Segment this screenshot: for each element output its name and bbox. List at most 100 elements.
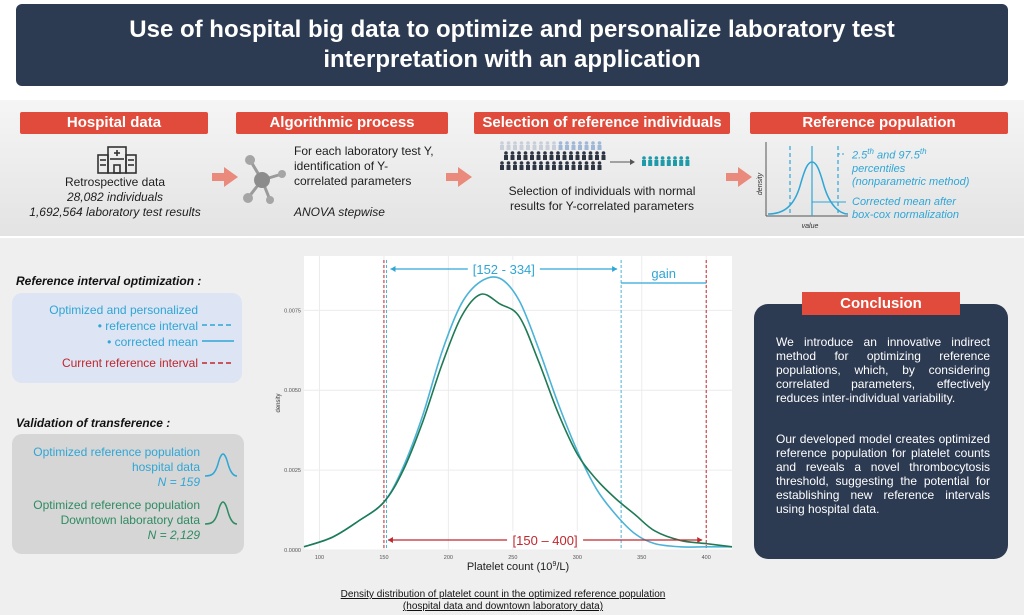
optimized-arrow-head-left xyxy=(390,266,396,272)
plot-area xyxy=(304,256,732,550)
selection-arrow-head xyxy=(630,159,635,165)
person-body xyxy=(588,155,593,160)
legend-corrected-mean: • corrected mean xyxy=(107,335,198,349)
person-body xyxy=(532,145,537,150)
person-figure xyxy=(571,141,576,145)
hospital-data-line3: 1,692,564 laboratory test results xyxy=(29,205,201,219)
validation-downtown-line2: Downtown laboratory data xyxy=(60,513,200,527)
optimization-legend xyxy=(12,293,242,383)
downtown-density-curve xyxy=(303,293,733,548)
person-body xyxy=(519,145,524,150)
person-figure xyxy=(532,161,537,165)
person-figure xyxy=(519,161,524,165)
person-figure xyxy=(526,141,530,145)
selection-line2: results for Y-correlated parameters xyxy=(509,199,695,213)
person-body xyxy=(591,145,595,150)
optimization-title: Reference interval optimization : xyxy=(16,274,202,288)
legend-reference-interval: • reference interval xyxy=(97,319,198,333)
person-body xyxy=(506,165,511,170)
x-tick-label: 300 xyxy=(573,555,582,561)
current-label-bg xyxy=(507,531,584,547)
person-figure xyxy=(584,141,589,145)
person-figure xyxy=(549,151,554,155)
optimized-label-bg xyxy=(467,260,540,276)
person-figure xyxy=(556,151,560,155)
legend-current-interval: Current reference interval xyxy=(61,356,198,370)
percentile-low: 2.5 xyxy=(852,149,868,162)
selected-person-figure xyxy=(679,156,683,160)
person-figure xyxy=(539,141,543,145)
validation-title: Validation of transference : xyxy=(16,416,171,430)
selected-person-body xyxy=(642,160,646,166)
person-figure xyxy=(575,151,580,155)
person-figure xyxy=(532,141,537,145)
person-body xyxy=(543,155,547,160)
selection-text: Selection of individuals with normal res… xyxy=(486,184,718,214)
validation-legend xyxy=(12,434,244,554)
chart-marks: [152 - 334] gain [150 – 400] xyxy=(303,260,733,550)
person-figure xyxy=(558,161,563,165)
person-body xyxy=(523,155,528,160)
density-chart: 100 150 200 250 300 350 400 0.0000 0.0025 0.0050 0… xyxy=(268,250,738,578)
corrected-mean-line1: Corrected mean after xyxy=(852,196,956,208)
selected-person-body xyxy=(666,160,671,166)
hospital-data-text: Retrospective data 28,082 individuals 1,… xyxy=(20,175,210,220)
validation-downtown-line1: Optimized reference population xyxy=(33,498,200,512)
validation-hospital-n: N = 159 xyxy=(157,475,200,489)
person-figure xyxy=(523,151,528,155)
person-figure xyxy=(588,151,593,155)
person-body xyxy=(513,145,517,150)
selection-line1: Selection of individuals with normal xyxy=(508,184,696,198)
gain-label: gain xyxy=(651,266,676,281)
selected-person-body xyxy=(673,160,677,166)
current-arrow-head-right xyxy=(697,537,703,543)
people-selection-icon xyxy=(500,141,690,170)
conclusion-panel xyxy=(754,304,1008,559)
flow-arrow-2 xyxy=(446,167,472,187)
person-body xyxy=(571,145,576,150)
x-tick-label: 350 xyxy=(637,555,646,561)
density-icon-ylabel: density xyxy=(757,172,764,195)
percentiles-line2: percentiles xyxy=(852,162,906,175)
selected-person-figure xyxy=(667,156,671,160)
y-tick-label: 0.0000 xyxy=(284,548,301,554)
conclusion-paragraph-2: Our developed model creates optimized re… xyxy=(776,432,990,516)
person-figure xyxy=(545,141,550,145)
selected-person-body xyxy=(679,160,684,166)
person-body xyxy=(519,165,524,170)
density-icon-xlabel: value xyxy=(802,223,819,230)
person-figure xyxy=(543,151,547,155)
person-body xyxy=(513,165,517,170)
y-tick-label: 0.0025 xyxy=(284,468,301,474)
selected-person-body xyxy=(648,160,653,166)
person-body xyxy=(562,155,567,160)
person-body xyxy=(601,155,606,160)
person-figure xyxy=(569,151,573,155)
validation-downtown: Optimized reference population Downtown … xyxy=(14,498,200,543)
person-figure xyxy=(504,151,508,155)
person-figure xyxy=(500,141,504,145)
density-curve-icon: density value xyxy=(757,142,849,230)
person-body xyxy=(569,155,573,160)
selected-person-figure xyxy=(660,156,665,160)
person-figure xyxy=(597,141,602,145)
hospital-icon xyxy=(97,146,137,174)
person-figure xyxy=(591,161,595,165)
person-figure xyxy=(545,161,550,165)
percentiles-line3: (nonparametric method) xyxy=(852,175,970,188)
chart-caption-line2: (hospital data and downtown laboratory d… xyxy=(402,601,604,612)
x-tick-label: 100 xyxy=(315,555,324,561)
y-tick-label: 0.0050 xyxy=(284,388,301,394)
page-title: Use of hospital big data to optimize and… xyxy=(129,16,895,73)
downtown-curve-icon xyxy=(204,501,238,525)
person-figure xyxy=(578,161,582,165)
flow-arrow-1 xyxy=(212,167,238,187)
title-banner: Use of hospital big data to optimize and… xyxy=(16,4,1008,86)
legend-line-samples xyxy=(202,324,234,364)
person-figure xyxy=(601,151,606,155)
chart-grid xyxy=(304,256,732,551)
validation-hospital: Optimized reference population hospital … xyxy=(14,445,200,490)
person-figure xyxy=(558,141,563,145)
corrected-mean-line2: box-cox normalization xyxy=(852,209,959,221)
selection-heading: Selection of reference individuals xyxy=(474,112,730,134)
